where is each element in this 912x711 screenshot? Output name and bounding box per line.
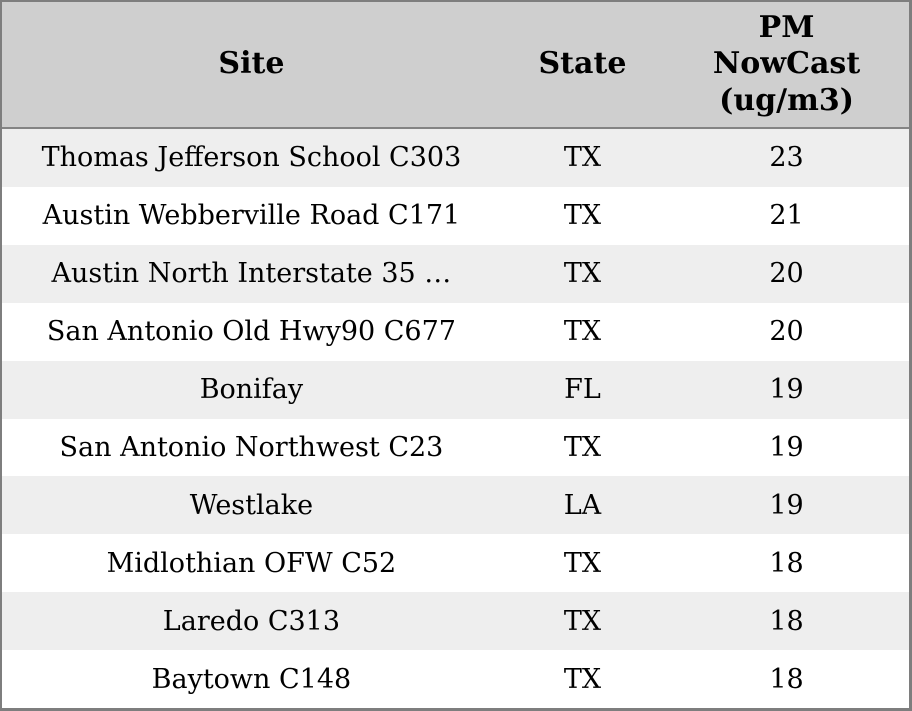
state-cell: TX — [563, 258, 602, 290]
site-cell: Westlake — [189, 489, 314, 521]
site-cell: Laredo C313 — [162, 605, 341, 637]
pm-value-cell: 18 — [769, 547, 804, 579]
state-cell: FL — [564, 374, 601, 406]
site-cell: Midlothian OFW C52 — [106, 547, 397, 579]
pm-header-line-2: NowCast — [712, 46, 861, 82]
column-header-pm-nowcast: PM NowCast (ug/m3) — [664, 2, 909, 127]
site-cell: San Antonio Old Hwy90 C677 — [46, 316, 456, 348]
state-cell: LA — [563, 489, 602, 521]
state-cell: TX — [563, 431, 602, 463]
state-cell: TX — [563, 663, 602, 695]
table-row: Laredo C313 TX 18 — [2, 592, 909, 651]
table-row: San Antonio Northwest C23 TX 19 — [2, 418, 909, 477]
pm-value-cell: 20 — [769, 316, 804, 348]
pm-header-line-1: PM — [758, 9, 815, 45]
table-row: Baytown C148 TX 18 — [2, 650, 909, 708]
pm-value-cell: 19 — [769, 431, 804, 463]
column-header-state: State — [538, 46, 627, 82]
table-row: Austin Webberville Road C171 TX 21 — [2, 186, 909, 245]
site-cell: Baytown C148 — [151, 663, 352, 695]
pm-value-cell: 20 — [769, 258, 804, 290]
state-cell: TX — [563, 200, 602, 232]
pm-value-cell: 19 — [769, 374, 804, 406]
site-cell: Austin North Interstate 35 … — [51, 258, 452, 290]
table-body: Thomas Jefferson School C303 TX 23 Austi… — [2, 129, 909, 708]
table-row: San Antonio Old Hwy90 C677 TX 20 — [2, 302, 909, 361]
pm-value-cell: 18 — [769, 605, 804, 637]
table-row: Bonifay FL 19 — [2, 360, 909, 419]
state-cell: TX — [563, 142, 602, 174]
table-header-row: Site State PM NowCast (ug/m3) — [2, 2, 909, 129]
pm-value-cell: 19 — [769, 489, 804, 521]
table-row: Thomas Jefferson School C303 TX 23 — [2, 129, 909, 187]
state-cell: TX — [563, 547, 602, 579]
state-cell: TX — [563, 605, 602, 637]
column-header-site: Site — [218, 46, 285, 82]
site-cell: Austin Webberville Road C171 — [42, 200, 461, 232]
pm-value-cell: 23 — [769, 142, 804, 174]
site-cell: San Antonio Northwest C23 — [59, 431, 444, 463]
pm-header-line-3: (ug/m3) — [719, 82, 854, 118]
pm-value-cell: 21 — [769, 200, 804, 232]
table-row: Westlake LA 19 — [2, 476, 909, 535]
table-row: Austin North Interstate 35 … TX 20 — [2, 244, 909, 303]
table-row: Midlothian OFW C52 TX 18 — [2, 534, 909, 593]
state-cell: TX — [563, 316, 602, 348]
site-cell: Thomas Jefferson School C303 — [41, 142, 462, 174]
pm-value-cell: 18 — [769, 663, 804, 695]
site-cell: Bonifay — [199, 374, 304, 406]
